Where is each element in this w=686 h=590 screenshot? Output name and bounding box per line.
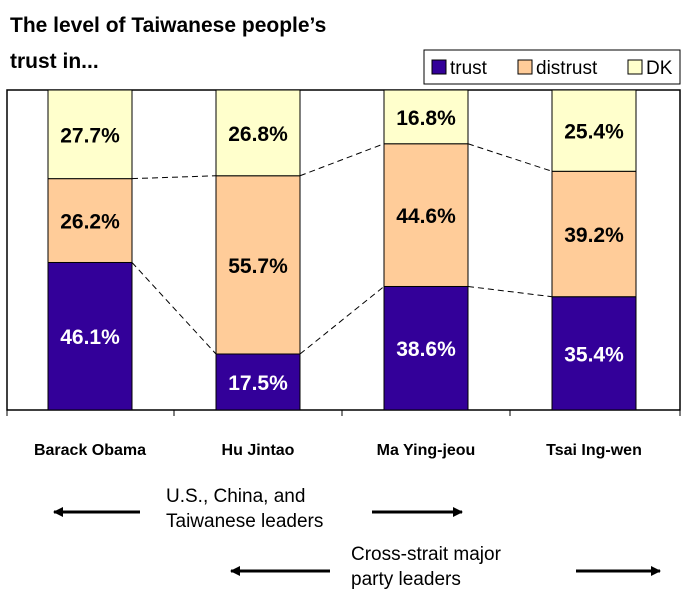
data-label-distrust-ma-ying-jeou: 44.6% — [396, 205, 456, 228]
data-label-trust-barack-obama: 46.1% — [60, 326, 120, 349]
bars: 46.1% 26.2% 27.7% 17.5% 55.7% 26.8% 38.6% 44.6%… — [47, 89, 637, 411]
legend-label-dk: DK — [646, 58, 673, 79]
connector-line — [467, 285, 553, 298]
x-tick-label-ma-ying-jeou: Ma Ying-jeou — [377, 442, 476, 459]
bar-trust-tsai-ing-wen — [551, 296, 637, 411]
connector-line — [299, 286, 385, 355]
annotation-2-line-1: Cross-strait major — [351, 544, 502, 565]
data-label-distrust-barack-obama: 26.2% — [60, 211, 120, 234]
connector-line — [131, 175, 217, 180]
data-label-distrust-tsai-ing-wen: 39.2% — [564, 224, 624, 247]
data-label-dk-hu-jintao: 26.8% — [228, 123, 288, 146]
bar-dk-hu-jintao — [215, 89, 301, 177]
data-label-dk-ma-ying-jeou: 16.8% — [396, 107, 456, 130]
data-label-dk-barack-obama: 27.7% — [60, 124, 120, 147]
x-axis: Barack Obama Hu Jintao Ma Ying-jeou Tsai In… — [6, 410, 681, 459]
bar-dk-barack-obama — [47, 89, 133, 180]
data-label-trust-tsai-ing-wen: 35.4% — [564, 343, 624, 366]
x-tick-label-barack-obama: Barack Obama — [34, 442, 146, 459]
bar-dk-tsai-ing-wen — [551, 89, 637, 172]
bar-trust-ma-ying-jeou — [383, 285, 469, 411]
bar-distrust-ma-ying-jeou — [383, 143, 469, 287]
data-label-trust-ma-ying-jeou: 38.6% — [396, 338, 456, 361]
bar-distrust-hu-jintao — [215, 175, 301, 355]
legend: trust distrust DK — [423, 49, 681, 85]
legend-swatch-distrust — [517, 59, 533, 75]
annotation-1-line-2: Taiwanese leaders — [166, 511, 323, 532]
x-tick-label-hu-jintao: Hu Jintao — [222, 442, 295, 459]
annotation-us-china-taiwan: U.S., China, and Taiwanese leaders — [53, 486, 463, 532]
legend-label-trust: trust — [450, 58, 488, 79]
legend-swatch-dk — [627, 59, 643, 75]
annotation-1-line-1: U.S., China, and — [166, 486, 305, 507]
legend-swatch-trust — [431, 59, 447, 75]
bar-distrust-barack-obama — [47, 178, 133, 263]
legend-label-distrust: distrust — [536, 58, 598, 79]
bar-distrust-tsai-ing-wen — [551, 170, 637, 298]
chart-title-line-1: The level of Taiwanese people’s — [10, 14, 326, 37]
bar-dk-ma-ying-jeou — [383, 89, 469, 145]
connector-line — [131, 262, 217, 355]
connector-line — [299, 143, 385, 177]
x-tick-label-tsai-ing-wen: Tsai Ing-wen — [546, 442, 642, 459]
data-label-dk-tsai-ing-wen: 25.4% — [564, 121, 624, 144]
bar-trust-barack-obama — [47, 261, 133, 411]
connector-line — [467, 143, 553, 172]
connector-lines — [131, 143, 553, 355]
chart-title-line-2: trust in... — [10, 50, 99, 73]
annotation-2-line-2: party leaders — [351, 569, 461, 590]
data-label-distrust-hu-jintao: 55.7% — [228, 255, 288, 278]
bar-trust-hu-jintao — [215, 353, 301, 411]
annotation-cross-strait: Cross-strait major party leaders — [230, 544, 661, 590]
data-label-trust-hu-jintao: 17.5% — [228, 372, 288, 395]
